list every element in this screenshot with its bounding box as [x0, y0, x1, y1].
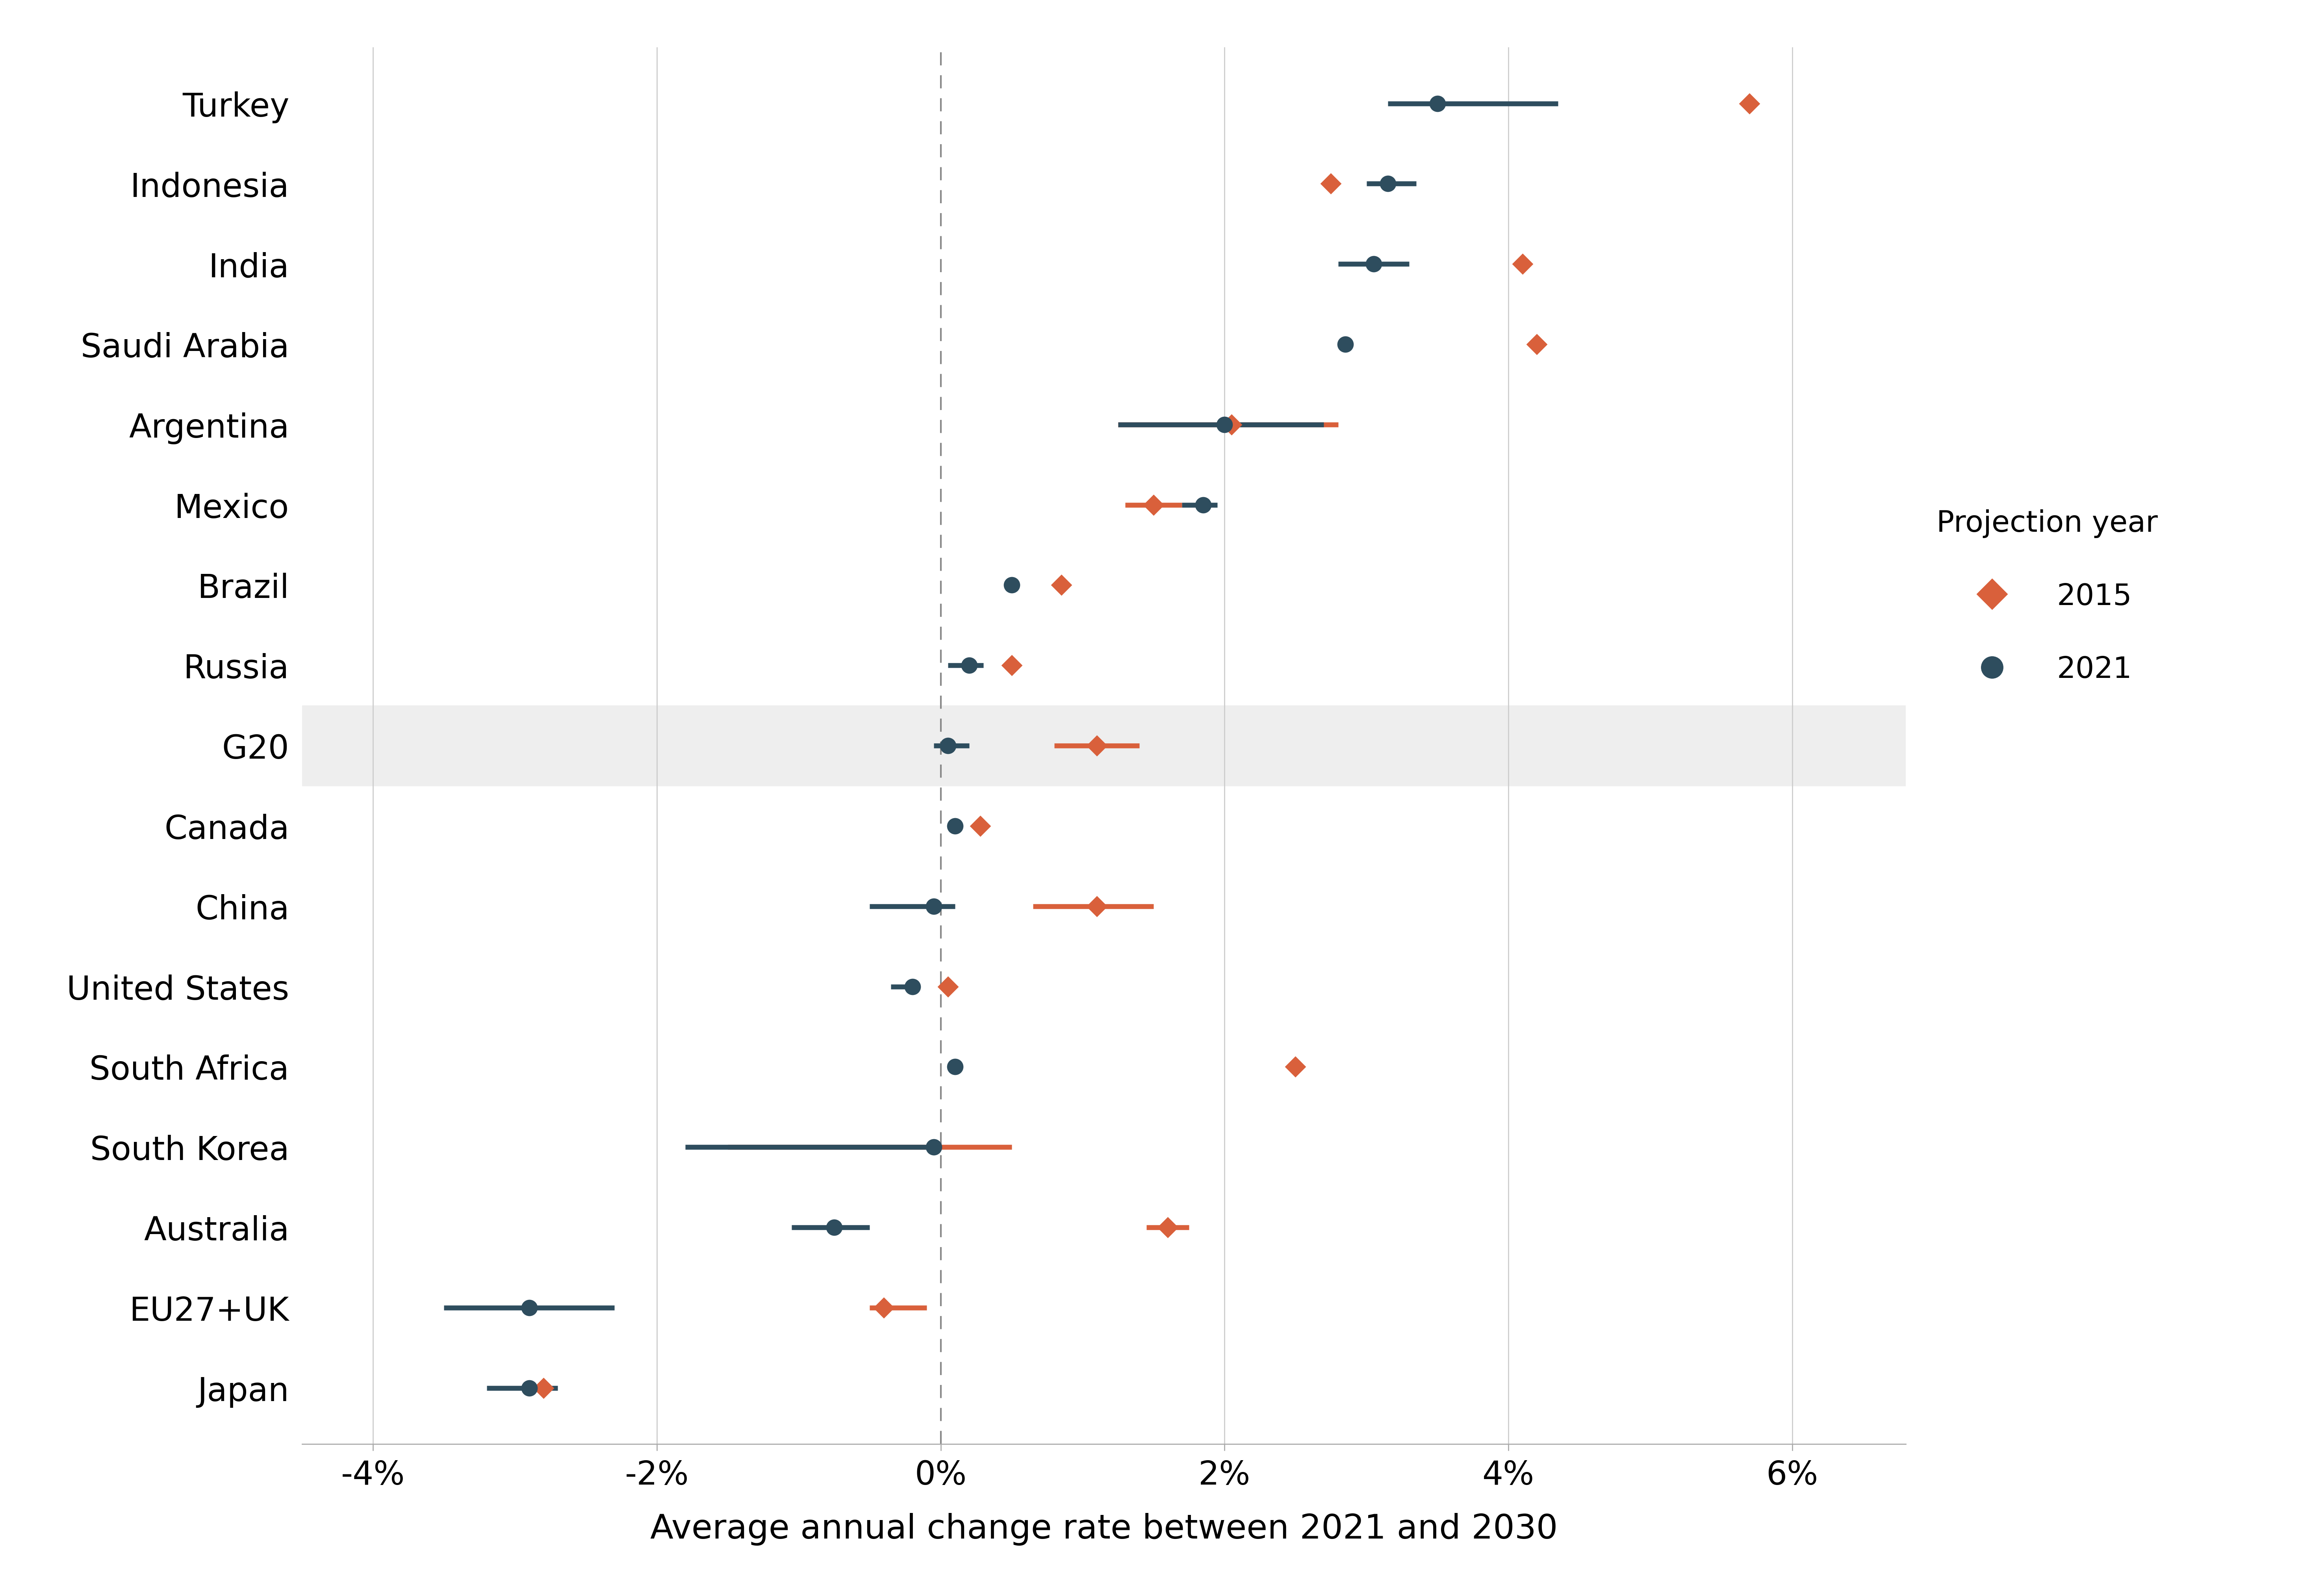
Point	[1518, 332, 1555, 357]
Point	[916, 893, 953, 919]
Point	[1418, 90, 1455, 116]
Point	[1369, 171, 1406, 197]
Point	[1213, 413, 1250, 438]
Point	[511, 1295, 548, 1320]
Point	[930, 974, 967, 1000]
Point	[992, 573, 1030, 598]
Point	[916, 1135, 953, 1160]
Point	[992, 652, 1030, 678]
Point	[1276, 1054, 1313, 1079]
Point	[1206, 413, 1243, 438]
Point	[511, 1376, 548, 1401]
Point	[1185, 492, 1222, 517]
X-axis label: Average annual change rate between 2021 and 2030: Average annual change rate between 2021 …	[651, 1512, 1557, 1546]
Point	[1078, 733, 1116, 759]
Point	[1355, 252, 1392, 278]
Bar	[302, 706, 1906, 786]
Point	[1078, 893, 1116, 919]
Point	[937, 814, 974, 840]
Point	[895, 974, 932, 1000]
Point	[962, 814, 999, 840]
Point	[1148, 1214, 1185, 1239]
Point	[930, 733, 967, 759]
Point	[865, 1295, 902, 1320]
Point	[1504, 252, 1541, 278]
Point	[1134, 492, 1171, 517]
Point	[1327, 332, 1364, 357]
Point	[1731, 90, 1769, 116]
Point	[951, 652, 988, 678]
Point	[937, 1054, 974, 1079]
Point	[525, 1376, 562, 1401]
Point	[816, 1214, 853, 1239]
Legend: 2015, 2021: 2015, 2021	[1936, 509, 2157, 684]
Point	[1043, 573, 1081, 598]
Point	[1313, 171, 1350, 197]
